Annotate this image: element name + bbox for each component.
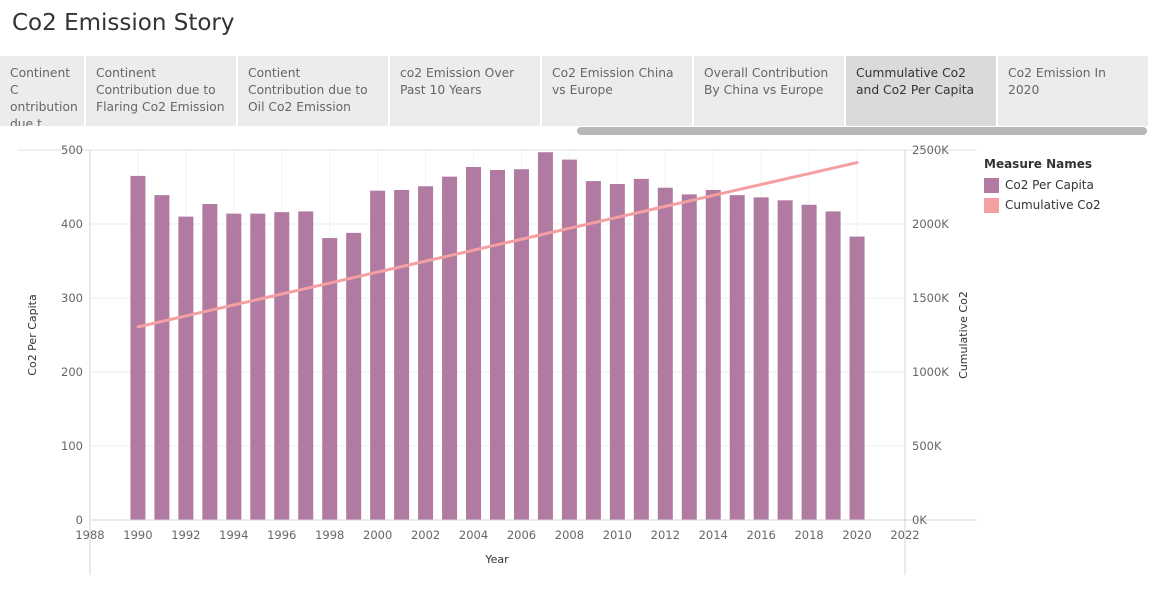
x-tick-label: 1990: [123, 528, 152, 542]
tab-overall-contribution[interactable]: Overall Contribution By China vs Europe: [694, 56, 844, 126]
bar: [250, 213, 266, 520]
y-tick-label: 400: [61, 217, 83, 231]
bar: [633, 178, 649, 521]
bar: [298, 211, 314, 521]
legend: Measure Names Co2 Per Capita Cumulative …: [984, 157, 1101, 215]
bar: [513, 169, 529, 521]
y-tick-label: 200: [61, 365, 83, 379]
y2-tick-label: 2500K: [912, 143, 949, 157]
y2-axis-label: Cumulative Co2: [957, 291, 970, 379]
legend-swatch: [984, 177, 999, 193]
x-tick-label: 2012: [651, 528, 680, 542]
bar: [394, 189, 410, 520]
tab-label: Cummulative Co2 and Co2 Per Capita: [856, 66, 975, 97]
x-tick-label: 1996: [267, 528, 296, 542]
tab-oil-co2[interactable]: Contient Contribution due to Oil Co2 Emi…: [238, 56, 388, 126]
story-title: Co2 Emission Story: [12, 10, 235, 36]
bar: [657, 187, 673, 521]
legend-label: Co2 Per Capita: [1005, 178, 1094, 192]
tab-flaring-co2[interactable]: Continent Contribution due to Flaring Co…: [86, 56, 236, 126]
bar: [729, 195, 745, 520]
tab-past-10-years[interactable]: co2 Emission Over Past 10 Years: [390, 56, 540, 126]
bar: [226, 213, 242, 520]
bar: [537, 152, 553, 520]
bar: [609, 184, 625, 521]
y2-tick-label: 2000K: [912, 217, 949, 231]
bar: [346, 232, 362, 520]
y-tick-label: 0: [76, 513, 83, 527]
bar: [130, 175, 146, 520]
bar-series: [130, 152, 865, 521]
y-tick-label: 100: [61, 439, 83, 453]
x-tick-label: 2016: [747, 528, 776, 542]
bar: [274, 212, 290, 520]
tab-label: Overall Contribution By China vs Europe: [704, 66, 829, 97]
bar: [849, 236, 865, 520]
tab-china-vs-europe[interactable]: Co2 Emission China vs Europe: [542, 56, 692, 126]
bar: [705, 189, 721, 520]
bar: [202, 204, 218, 520]
bar: [825, 211, 841, 521]
tab-emission-2020[interactable]: Co2 Emission In 2020: [998, 56, 1148, 126]
chart-axes: 0 100 200 300 400 500 0K 500K 1000K 1500K 2000K 250…: [18, 143, 977, 575]
x-tick-label: 2014: [699, 528, 728, 542]
bar: [753, 197, 769, 521]
x-axis-label: Year: [484, 553, 509, 566]
x-tick-label: 2020: [842, 528, 871, 542]
x-tick-label: 1998: [315, 528, 344, 542]
x-tick-label: 2004: [459, 528, 488, 542]
legend-title: Measure Names: [984, 157, 1093, 171]
tab-label: Contient Contribution due to Oil Co2 Emi…: [248, 66, 368, 114]
bar: [154, 195, 170, 520]
x-tick-label: 1988: [75, 528, 104, 542]
tab-label: Co2 Emission In 2020: [1008, 66, 1106, 97]
legend-item-cumulative-co2[interactable]: Cumulative Co2: [984, 195, 1101, 215]
y2-tick-label: 1000K: [912, 365, 949, 379]
y-tick-label: 500: [61, 143, 83, 157]
x-tick-label: 2000: [363, 528, 392, 542]
tab-label: co2 Emission Over Past 10 Years: [400, 66, 515, 97]
x-tick-label: 2018: [794, 528, 823, 542]
legend-swatch: [984, 197, 999, 213]
bar: [801, 204, 817, 520]
line-series: [136, 161, 859, 329]
legend-item-co2-per-capita[interactable]: Co2 Per Capita: [984, 175, 1101, 195]
x-tick-label: 2006: [507, 528, 536, 542]
bar: [418, 186, 434, 520]
bar: [490, 169, 505, 521]
bar: [322, 238, 338, 520]
bar: [585, 181, 601, 520]
x-tick-label: 2022: [890, 528, 919, 542]
y2-tick-label: 0K: [912, 513, 927, 527]
cumulative-line: [136, 161, 859, 329]
y-axis-label: Co2 Per Capita: [26, 294, 39, 375]
bar: [178, 216, 194, 520]
bar: [681, 194, 697, 520]
y2-tick-label: 500K: [912, 439, 942, 453]
bar: [777, 200, 793, 520]
x-tick-label: 2010: [603, 528, 632, 542]
bar: [442, 176, 458, 520]
x-tick-label: 2002: [411, 528, 440, 542]
y2-tick-label: 1500K: [912, 291, 949, 305]
tab-scrollbar[interactable]: [577, 127, 1147, 135]
bar: [561, 159, 577, 520]
x-tick-label: 2008: [555, 528, 584, 542]
x-tick-label: 1992: [171, 528, 200, 542]
tab-label: Co2 Emission China vs Europe: [552, 66, 674, 97]
tab-cumulative-per-capita[interactable]: Cummulative Co2 and Co2 Per Capita: [846, 56, 996, 126]
x-tick-label: 1994: [219, 528, 248, 542]
tab-label: Continent Contribution due to Flaring Co…: [96, 66, 225, 114]
bar: [370, 190, 386, 520]
y-tick-label: 300: [61, 291, 83, 305]
story-tab-bar: Continent C ontribution due t.. Continen…: [0, 56, 1155, 126]
bar: [466, 167, 482, 520]
legend-label: Cumulative Co2: [1005, 198, 1101, 212]
tab-label: Continent C ontribution due t..: [10, 66, 78, 126]
tab-continent-contribution[interactable]: Continent C ontribution due t..: [0, 56, 84, 126]
